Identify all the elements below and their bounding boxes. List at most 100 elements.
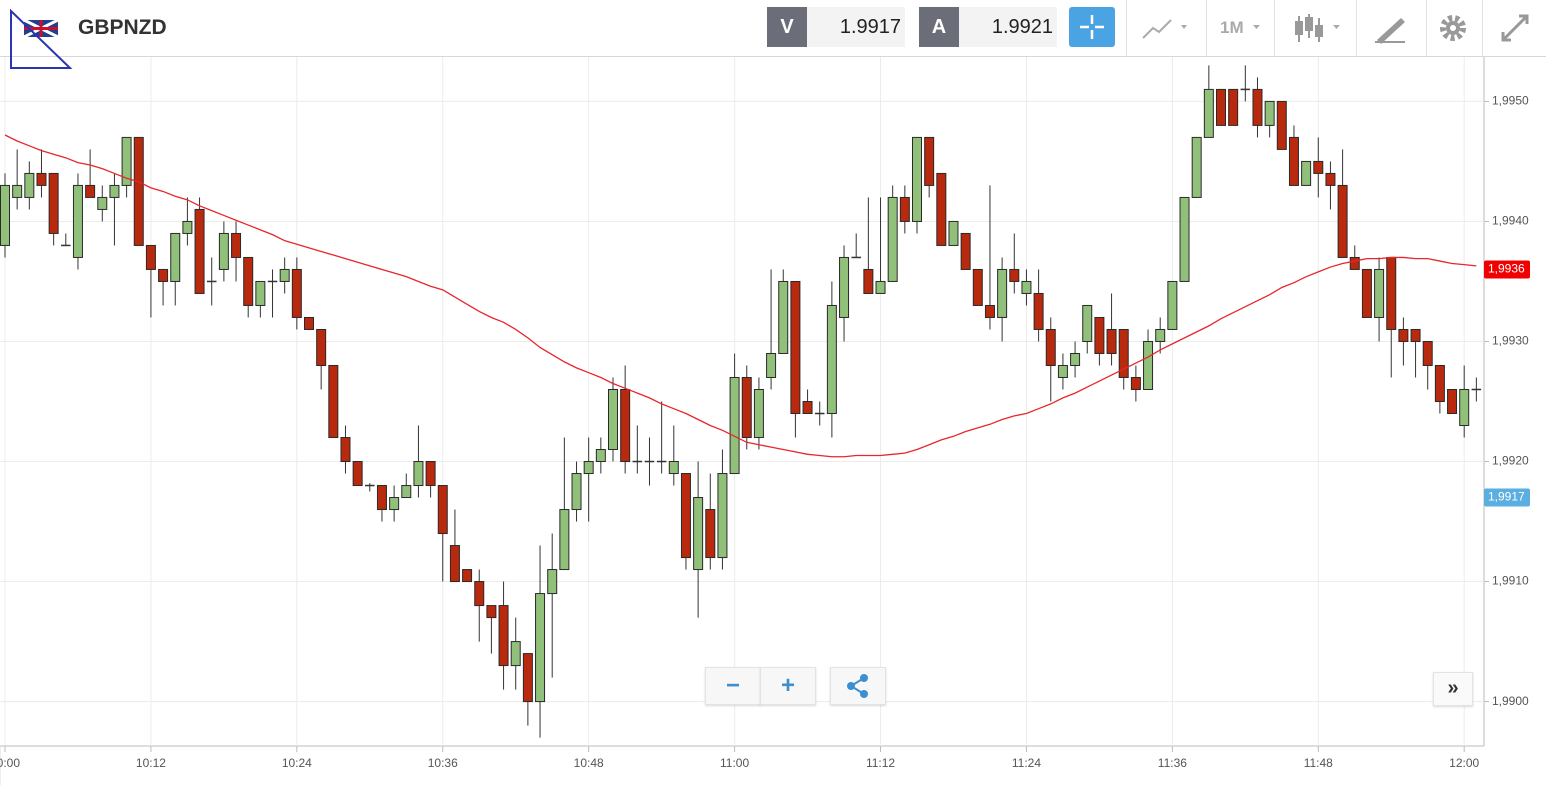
symbol-icon <box>10 8 73 69</box>
candle-body <box>1398 328 1409 342</box>
settings-button[interactable] <box>1426 0 1483 56</box>
candle-body <box>522 653 533 703</box>
ask-label[interactable]: A <box>919 7 959 47</box>
chart-type-button[interactable] <box>1126 0 1207 56</box>
timeframe-button[interactable]: 1M <box>1206 0 1275 56</box>
candle-body <box>680 473 691 559</box>
crosshair-button[interactable] <box>1069 7 1115 47</box>
draw-icon <box>1375 18 1405 44</box>
candle-body <box>778 280 789 354</box>
bid-price[interactable]: 1.9917 <box>807 7 905 47</box>
candle-body <box>1313 160 1324 174</box>
candle-body <box>535 593 546 703</box>
candle-body <box>1216 88 1226 126</box>
candle-body <box>1228 88 1239 126</box>
candle-body <box>449 545 460 583</box>
candle-body <box>498 605 509 667</box>
candle-body <box>608 388 618 451</box>
candle-body <box>839 256 850 318</box>
candle-body <box>887 196 898 282</box>
fullscreen-button[interactable] <box>1482 0 1546 56</box>
candle-body <box>85 184 96 198</box>
candle-body <box>1288 136 1299 186</box>
candle-body <box>1264 100 1275 126</box>
candle-body <box>753 388 764 439</box>
candle-body <box>1203 88 1214 138</box>
candle-body <box>936 172 947 246</box>
ask-price[interactable]: 1.9921 <box>959 7 1057 47</box>
candle-body <box>413 461 424 487</box>
candle-body <box>194 208 205 294</box>
candle-body <box>1434 364 1445 402</box>
candle-body <box>1301 160 1312 186</box>
bid-label[interactable]: V <box>767 7 807 47</box>
candle-body <box>510 641 521 667</box>
candle-body <box>705 509 716 559</box>
y-tick-label: 1,9910 <box>1492 574 1529 588</box>
candle-body <box>741 376 752 439</box>
candle-body <box>1021 280 1032 294</box>
candle-body <box>1094 316 1105 354</box>
candle-body <box>401 485 412 499</box>
candle-body <box>218 232 229 270</box>
candle-body <box>1106 328 1117 354</box>
candle-body <box>389 497 400 511</box>
candle-body <box>72 184 83 258</box>
candle-body <box>984 304 995 318</box>
candle-body <box>1276 100 1287 150</box>
candle-body <box>547 569 558 595</box>
candle-body <box>766 352 777 378</box>
share-icon <box>847 674 868 698</box>
candle-body <box>97 196 108 210</box>
candle-body <box>644 460 655 463</box>
candle-body <box>1447 388 1458 415</box>
x-tick-label: 12:00 <box>1449 756 1479 770</box>
candle-body <box>340 437 351 463</box>
candle-body <box>316 328 327 366</box>
candle-body <box>948 220 959 246</box>
candle-icon <box>1295 14 1340 42</box>
scroll-end-button[interactable]: » <box>1433 672 1473 706</box>
candle-body <box>1337 184 1348 258</box>
candle-body <box>1033 292 1044 330</box>
candle-body <box>595 449 606 463</box>
zoom-out-button[interactable]: − <box>705 667 761 705</box>
y-tick-label: 1,9950 <box>1492 94 1529 108</box>
zoom-in-button[interactable]: + <box>760 667 816 705</box>
share-button[interactable] <box>830 667 886 705</box>
candle-body <box>924 136 935 186</box>
candle-body <box>1070 352 1081 366</box>
y-tick-label: 1,9900 <box>1492 694 1529 708</box>
candle-body <box>1045 328 1056 366</box>
candle-body <box>1082 304 1093 342</box>
candle-body <box>863 268 874 294</box>
gear-icon <box>1440 15 1466 41</box>
candle-body <box>1422 340 1433 366</box>
candle-body <box>328 364 339 439</box>
price-label: 1,9917 <box>1488 490 1525 504</box>
price-label-box <box>1484 260 1530 279</box>
candle-body <box>376 485 387 511</box>
candle-body <box>24 172 35 198</box>
candle-body <box>1191 136 1202 198</box>
candle-body <box>1361 268 1372 318</box>
candle-body <box>656 460 667 463</box>
x-tick-label: 10:00 <box>0 756 20 770</box>
candle-body <box>291 268 302 318</box>
candle-body <box>875 280 886 294</box>
candle-style-button[interactable] <box>1274 0 1357 56</box>
candle-body <box>158 268 169 282</box>
x-tick-label: 11:36 <box>1158 756 1187 770</box>
expand-icon <box>1501 14 1529 42</box>
candle-body <box>437 485 448 535</box>
draw-button[interactable] <box>1356 0 1427 56</box>
candle-body <box>912 136 922 222</box>
candle-body <box>1374 268 1385 318</box>
candle-body <box>620 388 631 463</box>
candle-body <box>1130 376 1141 390</box>
candle-body <box>583 461 594 475</box>
timeframe: 1M <box>1220 18 1244 37</box>
candle-body <box>1410 328 1421 342</box>
candle-body <box>474 581 485 607</box>
candle-body <box>1143 340 1154 390</box>
